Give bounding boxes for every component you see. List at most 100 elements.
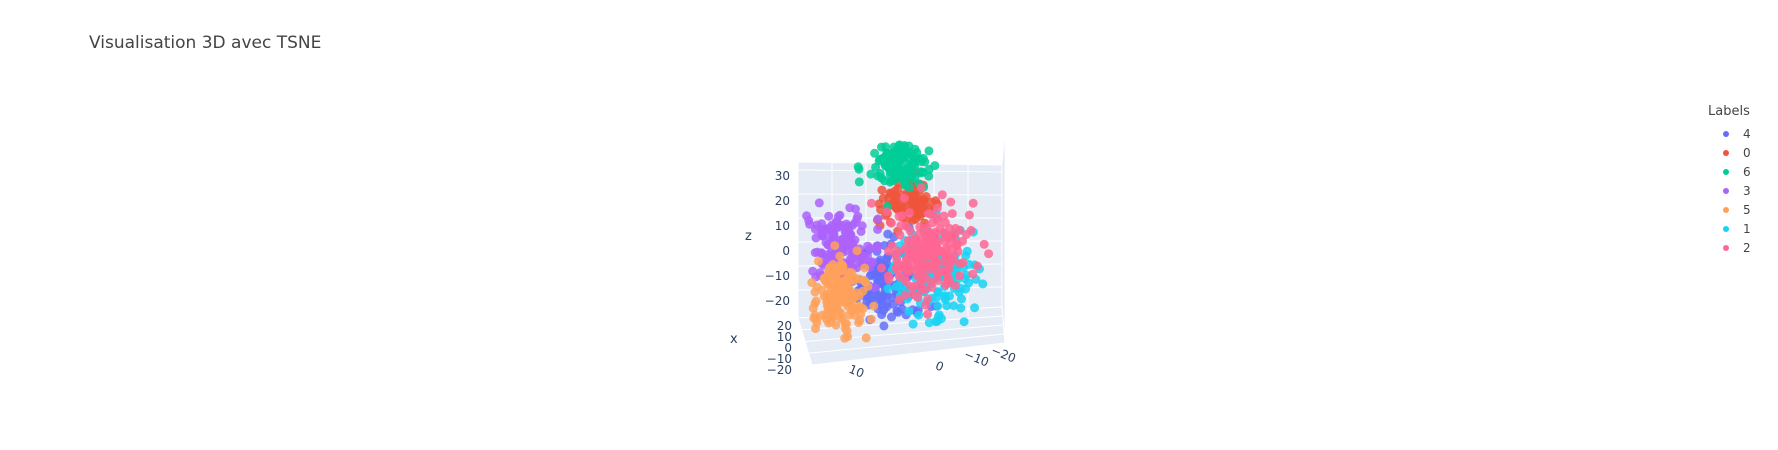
z-tick-label: −10 <box>765 269 790 283</box>
point <box>866 314 876 324</box>
legend-item[interactable]: 0 <box>1708 143 1751 162</box>
x-tick-label: 10 <box>777 330 792 344</box>
gridline <box>808 333 1005 354</box>
point <box>940 295 950 305</box>
point <box>920 157 930 167</box>
point <box>924 260 934 270</box>
point <box>915 229 925 239</box>
x-tick-label: −10 <box>767 352 792 366</box>
point <box>850 218 860 228</box>
point <box>891 249 901 259</box>
point <box>858 304 868 314</box>
series-6 <box>853 140 940 211</box>
point <box>877 173 886 183</box>
point <box>901 276 911 286</box>
point <box>882 291 892 301</box>
z-tick-label: 10 <box>775 219 790 233</box>
legend-item[interactable]: 1 <box>1708 219 1751 238</box>
point <box>865 271 875 281</box>
point <box>802 211 812 221</box>
scatter-points <box>802 140 994 343</box>
point <box>899 193 909 203</box>
point <box>924 318 934 328</box>
chart-title: Visualisation 3D avec TSNE <box>89 33 322 53</box>
point <box>913 251 923 261</box>
point <box>877 185 887 195</box>
point <box>966 225 976 235</box>
x-tick-label: 0 <box>784 341 792 355</box>
point <box>895 140 904 150</box>
legend-item[interactable]: 2 <box>1708 238 1751 257</box>
z-axis-title: z <box>745 229 752 244</box>
point <box>933 301 943 311</box>
point <box>913 293 923 302</box>
point <box>861 277 870 287</box>
legend-marker <box>1723 187 1729 194</box>
point <box>875 255 885 265</box>
point <box>847 268 857 278</box>
point <box>830 241 840 251</box>
legend-title: Labels <box>1708 104 1750 119</box>
point <box>817 248 827 258</box>
point <box>915 263 925 273</box>
point <box>860 263 870 273</box>
point <box>854 318 864 328</box>
legend-label: 2 <box>1743 240 1751 255</box>
point <box>950 280 960 290</box>
point <box>840 333 850 343</box>
legend-item[interactable]: 4 <box>1708 124 1751 143</box>
point <box>968 198 978 208</box>
point <box>828 260 838 269</box>
legend-label: 6 <box>1743 164 1751 179</box>
point <box>949 254 959 263</box>
point <box>863 241 873 251</box>
legend-item[interactable]: 5 <box>1708 200 1751 219</box>
point <box>869 301 879 311</box>
x-axis-title: x <box>730 332 738 347</box>
point <box>850 304 859 314</box>
point <box>957 294 966 304</box>
point <box>984 249 994 259</box>
point <box>935 223 945 233</box>
point <box>928 235 937 245</box>
point <box>883 271 893 281</box>
point <box>917 270 927 280</box>
point <box>838 244 848 254</box>
point <box>814 198 824 208</box>
point <box>932 203 942 213</box>
point <box>870 148 880 158</box>
point <box>894 295 904 305</box>
z-tick-label: 0 <box>782 244 790 258</box>
point <box>933 276 943 286</box>
point <box>970 303 980 313</box>
legend-marker <box>1723 206 1729 213</box>
legend-item[interactable]: 3 <box>1708 181 1751 200</box>
point <box>811 296 821 306</box>
point <box>846 294 856 304</box>
point <box>901 243 911 253</box>
point <box>915 222 925 232</box>
point <box>899 174 909 184</box>
point <box>914 279 924 289</box>
gridline <box>804 324 1004 342</box>
point <box>905 226 915 236</box>
point <box>882 207 892 217</box>
legend-item[interactable]: 6 <box>1708 162 1751 181</box>
point <box>838 292 848 302</box>
point <box>805 219 815 229</box>
legend-label: 4 <box>1743 126 1751 141</box>
point <box>945 224 955 233</box>
z-tick-label: 20 <box>775 194 790 208</box>
point <box>886 218 896 228</box>
point <box>887 241 897 251</box>
point <box>825 295 835 305</box>
point <box>813 256 823 266</box>
point <box>923 309 932 319</box>
point <box>897 304 907 314</box>
point <box>867 198 876 208</box>
point <box>873 214 883 224</box>
point <box>946 197 956 207</box>
point <box>940 236 950 246</box>
point <box>932 316 942 326</box>
